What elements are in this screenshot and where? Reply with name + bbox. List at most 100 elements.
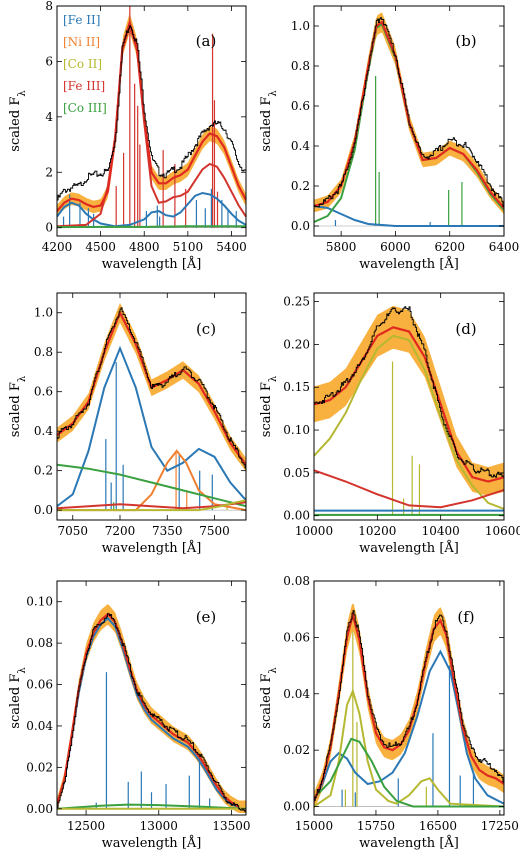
y-tick-label: 0.0: [291, 219, 310, 233]
component-co2: [314, 687, 504, 808]
y-tick-label: 0.05: [283, 466, 310, 480]
y-tick-label: 0.20: [283, 337, 310, 351]
y-tick-label: 0.00: [283, 800, 310, 814]
component-fe3: [57, 501, 246, 510]
y-tick-label: 0.00: [26, 802, 53, 816]
panel-0: 4200 4500 4800 5100 5400 0 2 4 6 8 wavelength [Å] s…: [8, 0, 247, 272]
axes-frame: [313, 580, 505, 816]
panel-4: 12500 13000 13500 0.00 0.02 0.04 0.06 0.08 0.10 w…: [8, 580, 251, 851]
observed-spectrum: [314, 17, 504, 209]
y-axis-label: scaled Fλ: [259, 667, 279, 729]
x-tick-label: 17250: [481, 819, 519, 833]
x-tick-label: 10000: [295, 524, 333, 538]
y-tick-label: 0.08: [26, 636, 53, 650]
legend-entry: [Fe II]: [63, 13, 100, 27]
panel-5: 15000 15750 16500 17250 0.00 0.02 0.04 0.06 0.08…: [259, 574, 519, 851]
x-tick-label: 5400: [216, 240, 247, 254]
y-tick-label: 8: [45, 0, 53, 13]
y-tick-label: 0.6: [291, 99, 310, 113]
y-tick-label: 0.10: [283, 423, 310, 437]
y-tick-label: 4: [45, 110, 53, 124]
y-axis-label: scaled Fλ: [8, 667, 28, 729]
x-tick-label: 4200: [42, 240, 73, 254]
panel-label: (d): [455, 320, 476, 338]
observed-spectrum: [314, 610, 504, 802]
y-tick-label: 0.8: [291, 59, 310, 73]
y-axis-label: scaled Fλ: [8, 90, 28, 152]
y-tick-label: 0.4: [34, 424, 53, 438]
panel-label: (e): [196, 608, 217, 626]
component-fe2: [314, 205, 504, 227]
y-tick-label: 0.10: [26, 595, 53, 609]
axes-frame: [313, 5, 505, 237]
model-curve: [314, 20, 504, 209]
y-tick-label: 0: [45, 221, 53, 235]
plot-area: [314, 305, 504, 517]
x-tick-label: 15000: [295, 819, 333, 833]
y-tick-label: 0.15: [283, 380, 310, 394]
axes-frame: [313, 292, 505, 521]
component-co3: [57, 225, 246, 229]
legend-entry: [Ni II]: [63, 35, 100, 49]
component-fe3: [314, 469, 504, 509]
x-tick-label: 12500: [67, 819, 105, 833]
component-fe2: [314, 649, 504, 805]
y-tick-label: 6: [45, 54, 53, 68]
plot-area: [314, 603, 504, 810]
y-tick-label: 0.00: [283, 509, 310, 523]
uncertainty-band: [57, 13, 246, 218]
y-tick-label: 0.02: [283, 743, 310, 757]
legend-entry: [Co II]: [63, 57, 102, 71]
y-tick-label: 0.8: [34, 345, 53, 359]
x-tick-label: 15750: [357, 819, 395, 833]
panel-label: (b): [455, 32, 476, 50]
y-tick-label: 0.06: [26, 678, 53, 692]
y-axis-label: scaled Fλ: [259, 375, 279, 437]
y-tick-label: 0.2: [291, 179, 310, 193]
axes-frame: [56, 5, 247, 237]
panel-label: (c): [196, 320, 216, 338]
x-tick-label: 5100: [173, 240, 204, 254]
y-tick-label: 0.2: [34, 464, 53, 478]
model-curve: [57, 18, 246, 212]
y-tick-label: 0.08: [283, 574, 310, 588]
x-tick-label: 4500: [85, 240, 116, 254]
y-tick-label: 0.06: [283, 630, 310, 644]
x-tick-label: 6200: [434, 240, 465, 254]
observed-spectrum: [57, 307, 246, 469]
x-axis-label: wavelength [Å]: [359, 835, 459, 851]
y-tick-label: 0.04: [283, 687, 310, 701]
model-curve: [57, 612, 240, 808]
legend-entry: [Co III]: [63, 101, 107, 115]
component-co2: [57, 499, 246, 512]
x-tick-label: 6000: [380, 240, 411, 254]
y-tick-label: 1.0: [34, 306, 53, 320]
component-fe2: [57, 345, 246, 507]
y-axis-label: scaled Fλ: [8, 375, 28, 437]
component-fe2: [57, 191, 246, 228]
panel-2: 7050 7200 7350 7500 0.0 0.2 0.4 0.6 0.8 1.0 wavele…: [8, 292, 247, 556]
x-tick-label: 7350: [152, 524, 183, 538]
panel-label: (a): [196, 32, 217, 50]
x-tick-label: 7500: [199, 524, 230, 538]
y-tick-label: 0.6: [34, 385, 53, 399]
x-tick-label: 4800: [129, 240, 160, 254]
observed-spectrum: [57, 613, 246, 813]
y-tick-label: 0.02: [26, 760, 53, 774]
x-tick-label: 13000: [140, 819, 178, 833]
y-tick-label: 2: [45, 165, 53, 179]
panel-label: (f): [457, 608, 474, 626]
panel-1: 5800 6000 6200 6400 0.0 0.2 0.4 0.6 0.8 1.0 wavele…: [259, 5, 519, 272]
x-tick-label: 7050: [57, 524, 88, 538]
y-tick-label: 0.04: [26, 719, 53, 733]
x-tick-label: 13500: [212, 819, 250, 833]
axes-frame: [56, 292, 247, 521]
x-axis-label: wavelength [Å]: [359, 540, 459, 556]
plot-area: [314, 12, 504, 227]
x-axis-label: wavelength [Å]: [102, 256, 202, 272]
plot-area: [57, 6, 246, 229]
component-co3: [57, 803, 246, 810]
component-co3: [57, 463, 246, 508]
